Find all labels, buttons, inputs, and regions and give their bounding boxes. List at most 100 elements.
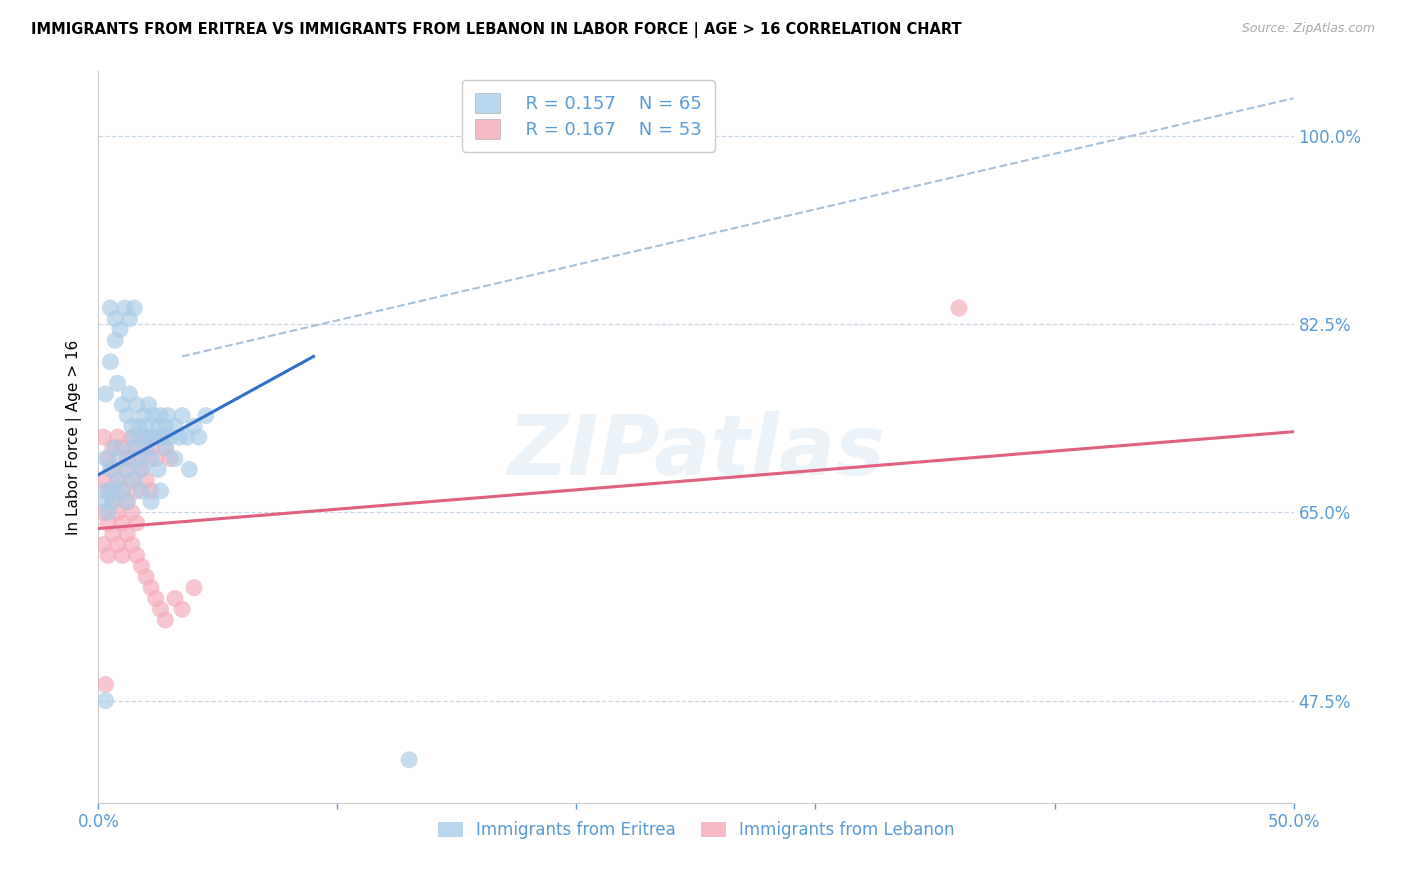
- Point: [145, 451, 167, 466]
- Point: [183, 581, 205, 595]
- Point: [115, 494, 138, 508]
- Point: [97, 505, 120, 519]
- Point: [145, 430, 167, 444]
- Point: [124, 430, 146, 444]
- Point: [159, 430, 181, 444]
- Point: [115, 451, 138, 466]
- Point: [155, 613, 177, 627]
- Point: [101, 494, 124, 508]
- Point: [97, 451, 120, 466]
- Point: [98, 301, 122, 315]
- Point: [115, 409, 138, 423]
- Point: [179, 462, 201, 476]
- Point: [108, 451, 131, 466]
- Point: [148, 462, 170, 476]
- Point: [97, 549, 120, 563]
- Point: [148, 419, 170, 434]
- Point: [101, 494, 124, 508]
- Point: [163, 419, 186, 434]
- Point: [149, 409, 172, 423]
- Point: [183, 419, 205, 434]
- Point: [121, 505, 143, 519]
- Point: [94, 483, 117, 498]
- Point: [149, 430, 172, 444]
- Point: [155, 441, 177, 455]
- Point: [111, 516, 134, 530]
- Point: [111, 483, 134, 498]
- Point: [101, 441, 124, 455]
- Point: [94, 451, 117, 466]
- Point: [107, 538, 129, 552]
- Point: [125, 398, 148, 412]
- Point: [125, 451, 148, 466]
- Point: [156, 409, 179, 423]
- Point: [104, 441, 127, 455]
- Point: [135, 441, 157, 455]
- Point: [125, 516, 148, 530]
- Point: [128, 419, 150, 434]
- Point: [172, 602, 194, 616]
- Point: [94, 677, 117, 691]
- Point: [101, 527, 124, 541]
- Point: [124, 301, 146, 315]
- Text: ZIPatlas: ZIPatlas: [508, 411, 884, 492]
- Point: [91, 473, 114, 487]
- Point: [97, 483, 120, 498]
- Point: [155, 441, 177, 455]
- Point: [101, 483, 124, 498]
- Point: [131, 451, 153, 466]
- Point: [111, 549, 134, 563]
- Point: [94, 387, 117, 401]
- Point: [187, 430, 209, 444]
- Point: [104, 333, 127, 347]
- Point: [139, 441, 162, 455]
- Point: [125, 549, 148, 563]
- Point: [115, 462, 138, 476]
- Point: [98, 462, 122, 476]
- Point: [135, 419, 157, 434]
- Point: [159, 451, 181, 466]
- Point: [121, 419, 143, 434]
- Point: [121, 441, 143, 455]
- Point: [121, 430, 143, 444]
- Text: Source: ZipAtlas.com: Source: ZipAtlas.com: [1241, 22, 1375, 36]
- Point: [149, 602, 172, 616]
- Point: [139, 430, 162, 444]
- Point: [97, 516, 120, 530]
- Point: [115, 527, 138, 541]
- Legend: Immigrants from Eritrea, Immigrants from Lebanon: Immigrants from Eritrea, Immigrants from…: [430, 814, 962, 846]
- Point: [176, 430, 198, 444]
- Point: [115, 462, 138, 476]
- Point: [142, 409, 165, 423]
- Point: [115, 494, 138, 508]
- Point: [172, 409, 194, 423]
- Point: [398, 753, 420, 767]
- Point: [145, 591, 167, 606]
- Point: [131, 462, 153, 476]
- Point: [163, 591, 186, 606]
- Y-axis label: In Labor Force | Age > 16: In Labor Force | Age > 16: [66, 340, 83, 534]
- Point: [125, 483, 148, 498]
- Point: [91, 538, 114, 552]
- Point: [108, 322, 131, 336]
- Point: [152, 430, 174, 444]
- Point: [118, 311, 141, 326]
- Point: [107, 376, 129, 391]
- Point: [131, 430, 153, 444]
- Point: [124, 473, 146, 487]
- Point: [139, 581, 162, 595]
- Point: [121, 538, 143, 552]
- Point: [101, 462, 124, 476]
- Point: [163, 451, 186, 466]
- Point: [94, 494, 117, 508]
- Point: [107, 473, 129, 487]
- Point: [91, 505, 114, 519]
- Point: [111, 441, 134, 455]
- Point: [139, 494, 162, 508]
- Point: [131, 483, 153, 498]
- Point: [138, 398, 160, 412]
- Point: [132, 409, 155, 423]
- Point: [98, 355, 122, 369]
- Point: [107, 430, 129, 444]
- Point: [149, 483, 172, 498]
